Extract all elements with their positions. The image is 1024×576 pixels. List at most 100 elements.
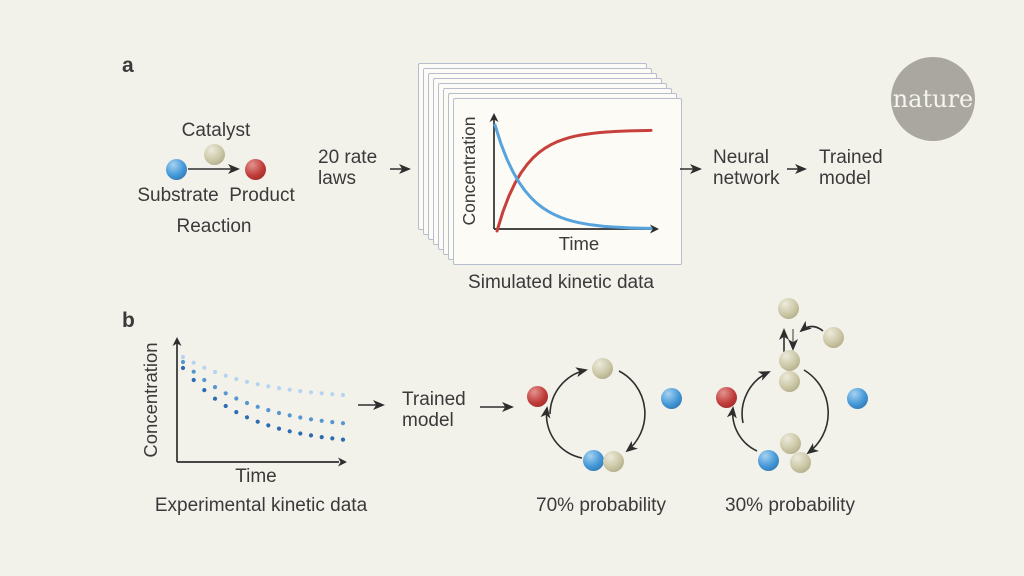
run-slow-decay-light-blue-dot bbox=[244, 379, 250, 384]
run-medium-decay-medium-blue-dot bbox=[223, 391, 228, 396]
substrate-label: Substrate bbox=[137, 185, 219, 206]
run-slow-decay-light-blue-dot bbox=[180, 354, 186, 360]
run-slow-decay-light-blue-dot bbox=[298, 389, 303, 394]
product-sphere bbox=[244, 158, 266, 180]
run-medium-decay-medium-blue-dot bbox=[234, 396, 239, 401]
catalyst-join-curved-arrow bbox=[799, 320, 824, 333]
run-medium-decay-medium-blue-dot bbox=[212, 385, 218, 390]
run-medium-decay-medium-blue-dot bbox=[276, 410, 282, 416]
rate-laws-label: 20 rate laws bbox=[318, 147, 378, 189]
run-slow-decay-light-blue-dot bbox=[202, 365, 207, 370]
probability-70-caption: 70% probability bbox=[536, 495, 666, 516]
sim-curves bbox=[493, 123, 653, 233]
cycle30-complex-substrate-sphere bbox=[757, 449, 779, 471]
experimental-data-caption: Experimental kinetic data bbox=[154, 495, 368, 516]
sim-ylabel: Concentration bbox=[459, 117, 479, 226]
run-medium-decay-medium-blue-dot bbox=[180, 359, 186, 365]
run-medium-decay-medium-blue-dot bbox=[298, 415, 303, 420]
run-medium-decay-medium-blue-dot bbox=[266, 408, 271, 413]
cycle70-left-up-arc bbox=[549, 367, 588, 415]
run-slow-decay-light-blue-dot bbox=[319, 391, 324, 396]
run-medium-decay-medium-blue-dot bbox=[287, 413, 292, 418]
run-slow-decay-light-blue-dot bbox=[276, 386, 282, 391]
cycle70-catalyst-top-sphere bbox=[591, 357, 613, 379]
run-medium-decay-medium-blue-dot bbox=[191, 369, 196, 374]
cycle30-dimer-bottom-sphere bbox=[778, 370, 800, 392]
run-slow-decay-light-blue-dot bbox=[287, 387, 292, 392]
cycle70-right-down-arc bbox=[618, 370, 646, 453]
cycle30-complex-catalyst-top-sphere bbox=[779, 432, 801, 454]
reaction-caption: Reaction bbox=[176, 216, 252, 237]
substrate-concentration-decaying bbox=[493, 123, 653, 230]
run-slow-decay-light-blue-dot bbox=[223, 373, 228, 378]
y-axis-arrowhead bbox=[172, 337, 182, 346]
neural-network-label: Neural network bbox=[713, 147, 780, 189]
run-fast-decay-dark-blue-dot bbox=[202, 388, 207, 393]
y-axis-arrowhead bbox=[489, 113, 499, 122]
cycle30-right-down-arc bbox=[803, 369, 830, 455]
cycle30-left-up-arc bbox=[741, 371, 771, 424]
cycle70-bottom-left-arc bbox=[540, 406, 583, 459]
cycle30-bottom-left-arc bbox=[726, 406, 758, 452]
run-fast-decay-dark-blue-dot bbox=[180, 365, 186, 371]
run-fast-decay-dark-blue-dot bbox=[191, 377, 196, 383]
run-medium-decay-medium-blue-dot bbox=[330, 420, 335, 425]
run-fast-decay-dark-blue-dot bbox=[276, 426, 282, 431]
catalyst-sphere bbox=[203, 143, 225, 165]
run-fast-decay-dark-blue-dot bbox=[298, 431, 303, 436]
run-slow-decay-light-blue-dot bbox=[308, 390, 314, 395]
run-fast-decay-dark-blue-dot bbox=[308, 433, 314, 438]
cycle30-product-sphere bbox=[715, 386, 737, 408]
run-fast-decay-dark-blue-dot bbox=[266, 423, 271, 428]
trained-model-label-a: Trained model bbox=[819, 147, 883, 189]
run-fast-decay-dark-blue-dot bbox=[340, 437, 346, 442]
substrate-sphere bbox=[165, 158, 187, 180]
run-medium-decay-medium-blue-dot bbox=[340, 421, 346, 426]
run-slow-decay-light-blue-dot bbox=[191, 360, 196, 365]
run-medium-decay-medium-blue-dot bbox=[308, 417, 314, 422]
experimental-dots bbox=[180, 354, 346, 442]
simulated-data-caption: Simulated kinetic data bbox=[468, 272, 654, 293]
run-medium-decay-medium-blue-dot bbox=[202, 377, 207, 383]
product-label: Product bbox=[229, 185, 295, 206]
run-fast-decay-dark-blue-dot bbox=[234, 410, 239, 415]
run-medium-decay-medium-blue-dot bbox=[244, 400, 250, 406]
panel-b-label: b bbox=[122, 309, 135, 332]
run-fast-decay-dark-blue-dot bbox=[255, 419, 260, 424]
cycle30-free-catalyst-sphere bbox=[777, 297, 799, 319]
run-fast-decay-dark-blue-dot bbox=[330, 436, 335, 441]
run-slow-decay-light-blue-dot bbox=[212, 369, 218, 375]
run-fast-decay-dark-blue-dot bbox=[319, 435, 324, 440]
cycle30-complex-catalyst-right-sphere bbox=[789, 451, 811, 473]
run-slow-decay-light-blue-dot bbox=[266, 384, 271, 389]
exp-xlabel: Time bbox=[235, 466, 277, 487]
product-concentration-rising bbox=[495, 128, 653, 233]
simulated-kinetic-chart: Concentration Time bbox=[459, 113, 659, 254]
experimental-kinetic-chart: Concentration Time bbox=[140, 337, 347, 487]
run-fast-decay-dark-blue-dot bbox=[287, 429, 292, 434]
cycle70-product-sphere bbox=[526, 385, 548, 407]
run-slow-decay-light-blue-dot bbox=[330, 392, 335, 397]
nature-logo: nature bbox=[891, 57, 975, 141]
run-slow-decay-light-blue-dot bbox=[234, 376, 239, 382]
run-fast-decay-dark-blue-dot bbox=[223, 403, 228, 409]
exp-ylabel: Concentration bbox=[140, 342, 161, 457]
cycle70-complex-substrate-sphere bbox=[582, 449, 604, 471]
run-slow-decay-light-blue-dot bbox=[340, 392, 346, 398]
run-fast-decay-dark-blue-dot bbox=[212, 396, 218, 401]
front-sheet-chart-card: Concentration Time bbox=[453, 98, 682, 265]
nature-logo-text: nature bbox=[892, 85, 974, 113]
cycle70-complex-catalyst-sphere bbox=[602, 450, 624, 472]
x-axis-arrowhead bbox=[650, 224, 659, 234]
run-medium-decay-medium-blue-dot bbox=[255, 404, 260, 409]
sim-xlabel: Time bbox=[559, 233, 599, 254]
probability-30-caption: 30% probability bbox=[725, 495, 855, 516]
run-medium-decay-medium-blue-dot bbox=[319, 418, 324, 423]
cycle30-substrate-sphere bbox=[846, 387, 868, 409]
panel-a-label: a bbox=[122, 54, 134, 77]
cycle70-substrate-sphere bbox=[660, 387, 682, 409]
catalyst-label: Catalyst bbox=[181, 120, 251, 141]
x-axis-arrowhead bbox=[338, 457, 347, 467]
